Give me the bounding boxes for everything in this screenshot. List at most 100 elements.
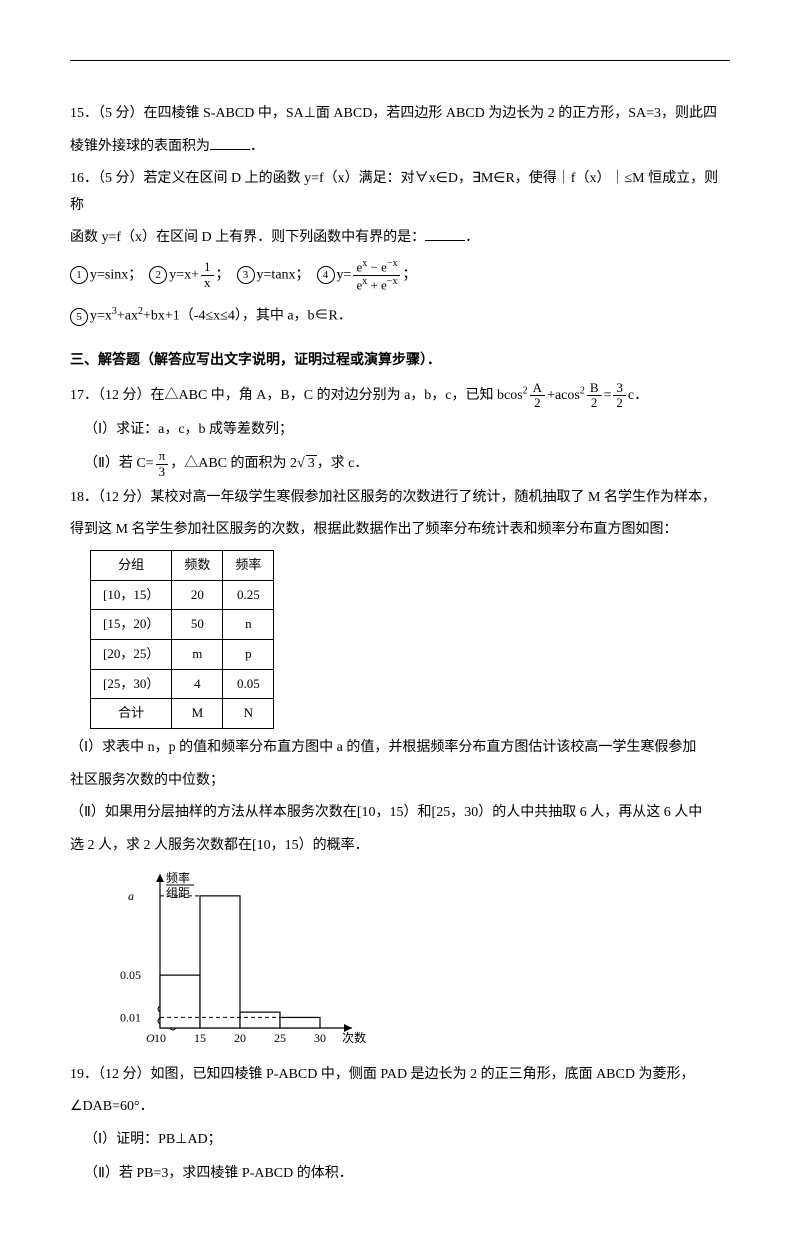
td: m (172, 640, 223, 670)
opt4-frac: ex − e−x ex + e−x (353, 258, 400, 292)
q18-part1b: 社区服务次数的中位数； (70, 768, 730, 795)
histogram-svg: 频率组距a0.050.011015202530次数O (110, 866, 370, 1056)
q15-line1: 15．（5 分）在四棱锥 S-ABCD 中，SA⊥面 ABCD，若四边形 ABC… (70, 101, 730, 128)
td: [25，30） (91, 669, 172, 699)
td: [20，25） (91, 640, 172, 670)
sup: 2 (580, 385, 585, 396)
num: B (587, 381, 602, 396)
table-row: [10，15）200.25 (91, 580, 274, 610)
svg-text:30: 30 (314, 1031, 326, 1045)
den: 2 (587, 396, 602, 410)
q16-options-row2: 5y=x3+ax2+bx+1（-4≤x≤4），其中 a，b∈R． (70, 302, 730, 330)
table-row: [25，30）40.05 (91, 669, 274, 699)
svg-text:10: 10 (154, 1031, 166, 1045)
top-rule (70, 60, 730, 61)
fracA: A2 (530, 381, 545, 411)
fracPi: π3 (156, 449, 169, 479)
q17-part1: （Ⅰ）求证：a，c，b 成等差数列； (70, 417, 730, 444)
q17-part2: （Ⅱ）若 C=π3，△ABC 的面积为 23，求 c． (70, 449, 730, 479)
circ-2: 2 (149, 266, 167, 284)
circ-4: 4 (317, 266, 335, 284)
q19-part2: （Ⅱ）若 PB=3，求四棱锥 P-ABCD 的体积． (70, 1161, 730, 1188)
q19-part1: （Ⅰ）证明：PB⊥AD； (70, 1127, 730, 1154)
svg-text:组距: 组距 (166, 886, 190, 900)
svg-text:0.05: 0.05 (120, 968, 141, 982)
text: 15．（5 分）在四棱锥 S-ABCD 中，SA⊥面 ABCD，若四边形 ABC… (70, 106, 717, 121)
svg-text:频率: 频率 (166, 870, 190, 885)
opt4-pre: y= (337, 267, 352, 282)
opt2-pre: y=x+ (169, 267, 199, 282)
svg-text:0.01: 0.01 (120, 1010, 141, 1024)
text: 棱锥外接球的表面积为 (70, 139, 210, 154)
th: 频率 (223, 551, 274, 581)
q17-line1: 17．（12 分）在△ABC 中，角 A，B，C 的对边分别为 a，b，c，已知… (70, 381, 730, 411)
num: π (156, 449, 169, 464)
td: 0.05 (223, 669, 274, 699)
t: −x (387, 258, 398, 269)
q18-line2: 得到这 M 名学生参加社区服务的次数，根据此数据作出了频率分布统计表和频率分布直… (70, 517, 730, 544)
q18-part2b: 选 2 人，求 2 人服务次数都在[10，15）的概率． (70, 833, 730, 860)
tail: ，求 c． (317, 456, 369, 471)
circ-5: 5 (70, 308, 88, 326)
histogram-chart: 频率组距a0.050.011015202530次数O (110, 866, 730, 1056)
td: 4 (172, 669, 223, 699)
svg-text:次数: 次数 (342, 1030, 366, 1045)
den: 3 (156, 465, 169, 479)
sqrt3: 3 (306, 455, 317, 471)
svg-text:20: 20 (234, 1031, 246, 1045)
q18-part2a: （Ⅱ）如果用分层抽样的方法从样本服务次数在[10，15）和[25，30）的人中共… (70, 800, 730, 827)
opt3: y=tanx； (257, 267, 310, 282)
text: 函数 y=f（x）在区间 D 上有界．则下列函数中有界的是： (70, 230, 425, 245)
td: [15，20） (91, 610, 172, 640)
opt2-suf: ； (216, 267, 230, 282)
table-row: 分组 频数 频率 (91, 551, 274, 581)
den: x (201, 276, 214, 290)
svg-text:15: 15 (194, 1031, 206, 1045)
q16-line1: 16．（5 分）若定义在区间 D 上的函数 y=f（x）满足：对∀x∈D，∃M∈… (70, 166, 730, 219)
circ-3: 3 (237, 266, 255, 284)
t: + e (367, 277, 387, 292)
t: −x (387, 276, 398, 287)
eq: = (604, 388, 612, 403)
td: 合计 (91, 699, 172, 729)
blank (210, 135, 250, 150)
pre: （Ⅱ）若 C= (84, 456, 154, 471)
q16-line2: 函数 y=f（x）在区间 D 上有界．则下列函数中有界的是：． (70, 225, 730, 252)
num: 3 (613, 381, 626, 396)
mid: +acos (547, 388, 580, 403)
num: ex − e−x (353, 258, 400, 276)
sqrt-symbol (297, 456, 305, 471)
td: [10，15） (91, 580, 172, 610)
opt1: y=sinx； (90, 267, 142, 282)
table-row: [15，20）50n (91, 610, 274, 640)
fracB: B2 (587, 381, 602, 411)
circ-1: 1 (70, 266, 88, 284)
frac32: 32 (613, 381, 626, 411)
svg-text:a: a (128, 888, 134, 902)
text: ． (250, 139, 264, 154)
q19-line2: ∠DAB=60°． (70, 1094, 730, 1121)
td: 50 (172, 610, 223, 640)
td: 0.25 (223, 580, 274, 610)
blank (425, 226, 465, 241)
opt4-suf: ； (402, 267, 416, 282)
den: 2 (530, 396, 545, 410)
th: 分组 (91, 551, 172, 581)
td: n (223, 610, 274, 640)
q19-line1: 19．（12 分）如图，已知四棱锥 P-ABCD 中，侧面 PAD 是边长为 2… (70, 1062, 730, 1089)
tail: c． (628, 388, 648, 403)
table-row: [20，25）mp (91, 640, 274, 670)
q18-part1a: （Ⅰ）求表中 n，p 的值和频率分布直方图中 a 的值，并根据频率分布直方图估计… (70, 735, 730, 762)
td: N (223, 699, 274, 729)
den: ex + e−x (353, 276, 400, 293)
td: p (223, 640, 274, 670)
opt5-rest2: +bx+1（-4≤x≤4），其中 a，b∈R． (143, 309, 352, 324)
q15-line2: 棱锥外接球的表面积为 ． (70, 134, 730, 161)
mid: ，△ABC 的面积为 2 (170, 456, 297, 471)
pre: 17．（12 分）在△ABC 中，角 A，B，C 的对边分别为 a，b，c，已知… (70, 388, 523, 403)
td: 20 (172, 580, 223, 610)
opt5-mid: +ax (117, 309, 138, 324)
q16-options-row1: 1y=sinx； 2y=x+1x； 3y=tanx； 4y= ex − e−x … (70, 258, 730, 292)
th: 频数 (172, 551, 223, 581)
td: M (172, 699, 223, 729)
